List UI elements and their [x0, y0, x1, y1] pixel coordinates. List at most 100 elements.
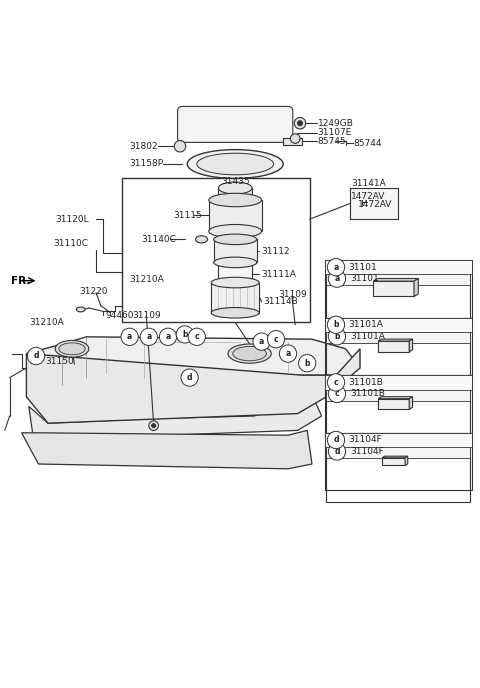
Polygon shape	[22, 431, 312, 469]
FancyBboxPatch shape	[218, 264, 252, 281]
Ellipse shape	[214, 257, 257, 268]
Text: 31101A: 31101A	[350, 332, 385, 341]
Polygon shape	[409, 339, 412, 352]
Text: 31107E: 31107E	[318, 128, 352, 138]
Text: 31101A: 31101A	[348, 321, 384, 330]
Circle shape	[294, 118, 306, 129]
Text: d: d	[33, 352, 39, 361]
Text: c: c	[194, 332, 199, 341]
Circle shape	[149, 421, 158, 431]
Circle shape	[327, 431, 345, 449]
FancyBboxPatch shape	[326, 387, 470, 400]
Text: 1472AV: 1472AV	[358, 200, 392, 209]
Text: 31101B: 31101B	[348, 378, 384, 387]
Text: a: a	[146, 332, 151, 341]
Polygon shape	[414, 279, 418, 297]
Text: 31802: 31802	[130, 142, 158, 151]
FancyBboxPatch shape	[325, 260, 472, 275]
Ellipse shape	[197, 153, 274, 175]
Ellipse shape	[187, 149, 283, 178]
Polygon shape	[378, 339, 412, 341]
Text: 31435: 31435	[221, 178, 250, 186]
FancyBboxPatch shape	[214, 239, 257, 262]
Polygon shape	[378, 341, 409, 352]
Text: d: d	[187, 373, 192, 382]
FancyBboxPatch shape	[178, 107, 293, 142]
Polygon shape	[26, 337, 360, 375]
Text: b: b	[334, 332, 340, 341]
Ellipse shape	[211, 308, 259, 318]
Circle shape	[140, 328, 157, 345]
Text: 1472AV: 1472AV	[351, 192, 386, 201]
Circle shape	[159, 328, 177, 345]
Text: 31210A: 31210A	[29, 318, 63, 327]
FancyBboxPatch shape	[218, 188, 252, 200]
Text: c: c	[335, 389, 339, 398]
FancyBboxPatch shape	[325, 433, 472, 447]
Polygon shape	[409, 397, 412, 409]
FancyBboxPatch shape	[325, 375, 472, 389]
Ellipse shape	[233, 346, 266, 361]
Polygon shape	[373, 279, 418, 281]
Polygon shape	[405, 456, 408, 466]
Polygon shape	[378, 399, 409, 409]
Text: 31210A: 31210A	[130, 275, 164, 284]
Text: 85744: 85744	[354, 139, 382, 148]
Text: 85745: 85745	[318, 137, 347, 146]
Text: 94460: 94460	[106, 311, 134, 320]
Ellipse shape	[196, 236, 208, 243]
Ellipse shape	[209, 224, 262, 238]
Circle shape	[299, 354, 316, 372]
FancyBboxPatch shape	[326, 272, 470, 286]
Ellipse shape	[218, 182, 252, 194]
Circle shape	[121, 328, 138, 345]
Ellipse shape	[76, 307, 85, 312]
Polygon shape	[382, 456, 408, 458]
Text: a: a	[335, 275, 339, 283]
Polygon shape	[373, 281, 414, 297]
Text: a: a	[259, 337, 264, 346]
Text: c: c	[274, 334, 278, 344]
FancyBboxPatch shape	[209, 200, 262, 231]
Circle shape	[253, 333, 270, 350]
FancyBboxPatch shape	[326, 330, 470, 343]
Text: 31158P: 31158P	[130, 160, 164, 169]
Circle shape	[290, 133, 300, 143]
Polygon shape	[26, 349, 360, 423]
Text: b: b	[333, 321, 339, 330]
Text: 31120L: 31120L	[55, 215, 89, 224]
Text: 31150: 31150	[46, 357, 74, 366]
Circle shape	[152, 424, 156, 427]
Circle shape	[267, 330, 285, 348]
Text: d: d	[334, 447, 340, 456]
Text: 31115: 31115	[173, 211, 202, 220]
Circle shape	[188, 328, 205, 345]
Text: d: d	[333, 436, 339, 444]
Circle shape	[327, 316, 345, 334]
Text: c: c	[334, 378, 338, 387]
Text: a: a	[286, 349, 290, 358]
Ellipse shape	[211, 277, 259, 288]
Text: 31101B: 31101B	[350, 389, 385, 398]
FancyBboxPatch shape	[325, 318, 472, 332]
Text: 31109: 31109	[132, 311, 161, 320]
Text: a: a	[334, 263, 338, 272]
Text: 31220: 31220	[79, 287, 108, 296]
Text: a: a	[127, 332, 132, 341]
Ellipse shape	[209, 193, 262, 206]
Ellipse shape	[59, 343, 85, 355]
Circle shape	[176, 325, 193, 343]
Text: b: b	[304, 358, 310, 367]
FancyBboxPatch shape	[326, 445, 470, 458]
Text: 31114B: 31114B	[263, 297, 298, 306]
Text: 31111A: 31111A	[262, 270, 297, 279]
Text: 1249GB: 1249GB	[318, 119, 354, 128]
Circle shape	[327, 374, 345, 391]
Text: 31141A: 31141A	[351, 179, 386, 188]
Text: 31101: 31101	[348, 263, 377, 272]
Text: 31110C: 31110C	[53, 239, 88, 248]
FancyBboxPatch shape	[283, 138, 302, 145]
Text: 31104F: 31104F	[350, 447, 384, 456]
Circle shape	[327, 259, 345, 276]
Ellipse shape	[55, 341, 89, 357]
